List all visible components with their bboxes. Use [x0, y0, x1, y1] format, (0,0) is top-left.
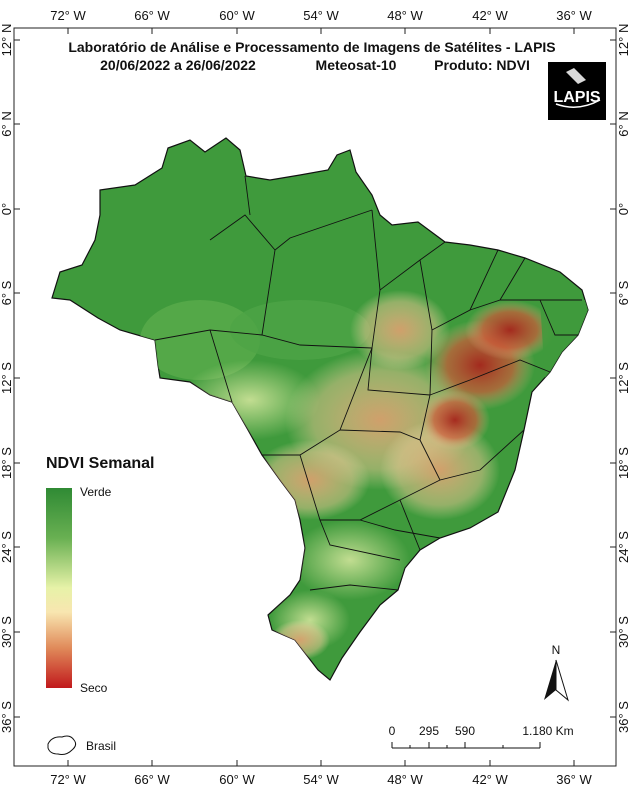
legend-colorbar [46, 488, 72, 688]
lat-label-left: 36° S [0, 701, 14, 733]
ndvi-zone-light [290, 520, 410, 600]
legend-title: NDVI Semanal [46, 455, 154, 472]
state-borders [154, 175, 582, 591]
north-arrow-label: N [552, 643, 561, 657]
scale-label: 295 [419, 724, 439, 738]
north-arrow-icon-dark [544, 660, 556, 700]
longitude-labels-top: 72° W 66° W 60° W 54° W 48° W 42° W 36° … [50, 8, 592, 23]
lat-label-left: 6° N [0, 111, 14, 136]
satellite-icon [566, 68, 586, 84]
lon-label-top: 54° W [303, 8, 339, 23]
lat-label-right: 6° S [616, 280, 631, 305]
lat-label-left: 30° S [0, 616, 14, 648]
date-range: 20/06/2022 a 26/06/2022 [100, 57, 256, 73]
lat-label-left: 12° N [0, 24, 14, 57]
orbit-swoosh-icon [555, 99, 601, 108]
lat-label-right: 12° N [616, 24, 631, 57]
scale-bar: 0 295 590 1.180 Km [389, 724, 574, 749]
lat-label-right: 0° [616, 203, 631, 215]
lon-label-top: 66° W [134, 8, 170, 23]
ndvi-zone-green [140, 300, 260, 380]
ndvi-legend: NDVI Semanal Verde Seco [46, 455, 154, 695]
lat-label-right: 36° S [616, 701, 631, 733]
lon-label-top: 60° W [219, 8, 255, 23]
lon-label-top: 36° W [556, 8, 592, 23]
north-arrow: N [544, 643, 569, 702]
ndvi-zone-very-dry [420, 390, 490, 450]
scale-label: 0 [389, 724, 396, 738]
longitude-labels-bottom: 72° W 66° W 60° W 54° W 48° W 42° W 36° … [50, 772, 592, 787]
lat-label-right: 18° S [616, 447, 631, 479]
lon-label-top: 48° W [387, 8, 423, 23]
scale-label: 590 [455, 724, 475, 738]
lat-label-right: 24° S [616, 531, 631, 563]
country-legend-label: Brasil [86, 739, 116, 753]
lon-label-bottom: 36° W [556, 772, 592, 787]
lat-label-left: 0° [0, 203, 14, 215]
lon-label-bottom: 66° W [134, 772, 170, 787]
brasil-outline-icon [47, 735, 77, 755]
lapis-logo-text: LAPIS [553, 89, 600, 106]
legend-high-label: Verde [80, 485, 112, 499]
lat-label-left: 24° S [0, 531, 14, 563]
satellite-name: Meteosat-10 [316, 57, 397, 73]
lon-label-bottom: 54° W [303, 772, 339, 787]
lon-label-top: 42° W [472, 8, 508, 23]
lon-label-bottom: 48° W [387, 772, 423, 787]
scale-bar-ticks [391, 742, 541, 748]
lat-label-left: 12° S [0, 362, 14, 394]
graticule-ticks [14, 28, 616, 766]
lon-label-bottom: 42° W [472, 772, 508, 787]
lat-label-right: 12° S [616, 362, 631, 394]
ndvi-zone-very-dry [465, 300, 555, 360]
ndvi-zone-dry [350, 290, 450, 370]
latitude-labels-right: 12° N 6° N 0° 6° S 12° S 18° S 24° S 30°… [616, 24, 631, 733]
lat-label-right: 6° N [616, 111, 631, 136]
brazil-ndvi-map [51, 137, 589, 681]
lon-label-bottom: 72° W [50, 772, 86, 787]
lon-label-bottom: 60° W [219, 772, 255, 787]
scale-label: 1.180 Km [522, 724, 573, 738]
latitude-labels-left: 12° N 6° N 0° 6° S 12° S 18° S 24° S 30°… [0, 24, 14, 733]
country-legend: Brasil [47, 735, 116, 755]
map-title: Laboratório de Análise e Processamento d… [68, 39, 555, 55]
lat-label-left: 6° S [0, 280, 14, 305]
lon-label-top: 72° W [50, 8, 86, 23]
legend-low-label: Seco [80, 681, 108, 695]
lat-label-left: 18° S [0, 447, 14, 479]
lat-label-right: 30° S [616, 616, 631, 648]
lapis-logo: LAPIS [548, 62, 606, 120]
product-name: Produto: NDVI [434, 57, 530, 73]
ndvi-zone-green [230, 300, 370, 360]
